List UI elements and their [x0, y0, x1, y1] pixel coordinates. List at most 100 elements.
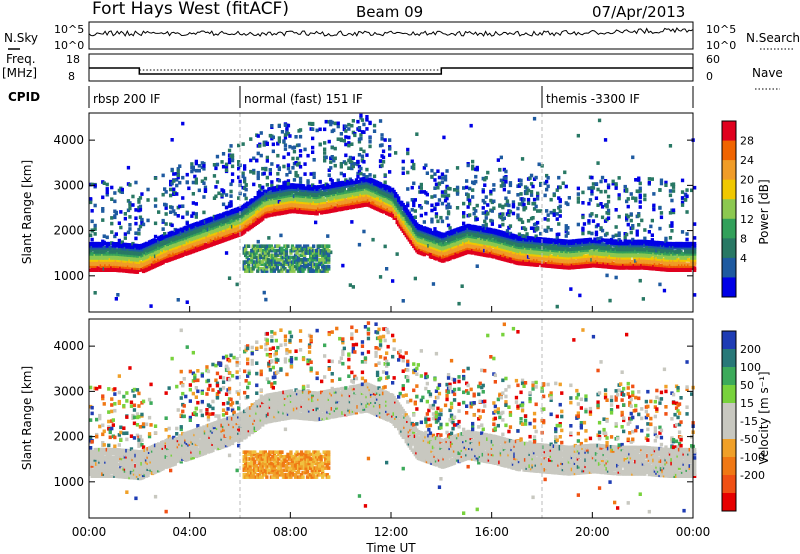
power-scatter-cell [401, 299, 405, 303]
power-scatter-cell [502, 216, 506, 220]
power-scatter-cell [394, 196, 398, 200]
power-scatter-cell [292, 197, 297, 202]
power-scatter-cell [445, 184, 449, 189]
power-scatter-cell [206, 240, 211, 244]
power-scatter-cell [543, 193, 547, 198]
power-scatter-cell [397, 212, 401, 217]
power-scatter-cell [508, 181, 513, 185]
power-scatter-cell [400, 200, 404, 205]
power-scatter-cell [576, 192, 580, 196]
power-scatter-cell [532, 201, 537, 206]
power-scatter-cell [448, 205, 452, 209]
power-scatter-cell [545, 173, 549, 178]
power-scatter-cell [185, 221, 189, 225]
power-scatter-cell [237, 143, 241, 148]
power-scatter-cell [419, 225, 423, 229]
power-scatter-cell [298, 176, 303, 181]
power-scatter-cell [526, 238, 531, 242]
power-scatter-cell [419, 249, 423, 254]
power-scatter-cell [173, 212, 177, 216]
nsky-tick-high: 10^5 [54, 23, 84, 36]
power-scatter-cell [336, 124, 340, 129]
power-scatter-cell [437, 175, 442, 180]
power-scatter-cell [536, 227, 540, 231]
power-scatter-cell [401, 159, 405, 164]
power-scatter-cell [157, 240, 161, 244]
power-scatter-cell [489, 248, 493, 252]
power-scatter-cell [508, 249, 513, 253]
power-scatter-cell [292, 205, 297, 210]
power-scatter-cell [113, 258, 117, 262]
power-scatter-cell [202, 239, 206, 244]
power-scatter-cell [285, 208, 289, 213]
power-scatter-cell [161, 173, 165, 178]
freq-tick-high: 18 [66, 53, 80, 66]
power-scatter-cell [285, 173, 289, 177]
power-scatter-cell [558, 198, 562, 202]
power-scatter-cell [540, 241, 544, 245]
power-scatter-cell [146, 218, 150, 223]
power-scatter-cell [560, 261, 564, 265]
power-scatter-cell [315, 211, 319, 216]
power-scatter-cell [113, 191, 117, 195]
power-scatter-cell [282, 164, 286, 169]
power-scatter-cell [181, 196, 185, 200]
power-scatter-cell [520, 253, 525, 258]
power-scatter-cell [448, 256, 452, 261]
power-scatter-cell [341, 263, 345, 268]
power-scatter-cell [116, 293, 120, 297]
power-scatter-cell [569, 261, 573, 266]
power-scatter-cell [202, 195, 206, 199]
power-scatter-cell [564, 241, 568, 246]
power-scatter-cell [249, 219, 253, 224]
power-scatter-cell [169, 193, 173, 198]
power-scatter-cell [138, 204, 143, 209]
power-scatter-cell [489, 191, 493, 196]
power-scatter-cell [413, 276, 417, 281]
power-scatter-cell [499, 155, 503, 160]
power-scatter-cell [564, 224, 568, 228]
power-scatter-cell [448, 187, 452, 191]
power-scatter-cell [532, 207, 537, 211]
power-scatter-cell [276, 164, 280, 168]
power-scatter-cell [288, 144, 292, 149]
power-scatter-cell [276, 141, 280, 146]
power-scatter-cell [539, 183, 543, 187]
power-scatter-cell [135, 270, 140, 274]
power-scatter-cell [548, 242, 552, 246]
power-scatter-cell [354, 196, 359, 201]
power-scatter-cell [163, 187, 167, 191]
power-scatter-cell [404, 215, 408, 219]
power-scatter-cell [582, 222, 587, 226]
power-scatter-cell [224, 168, 229, 172]
power-scatter-cell [409, 213, 413, 218]
power-scatter-cell [176, 214, 180, 218]
power-scatter-cell [164, 212, 168, 216]
power-scatter-cell [508, 183, 513, 188]
power-scatter-cell [471, 188, 475, 192]
power-scatter-cell [262, 290, 266, 295]
power-scatter-cell [389, 207, 393, 211]
power-scatter-cell [153, 204, 158, 208]
power-scatter-cell [114, 250, 118, 254]
power-scatter-cell [446, 210, 451, 214]
power-scatter-cell [471, 164, 475, 169]
beam-label: Beam 09 [356, 3, 423, 21]
power-scatter-cell [539, 209, 543, 213]
power-scatter-cell [549, 256, 553, 260]
power-scatter-cell [170, 223, 174, 228]
power-scatter-cell [309, 203, 313, 207]
power-scatter-cell [311, 145, 315, 150]
power-scatter-cell [576, 133, 580, 138]
nsearch-tick-low: 10^0 [706, 39, 736, 52]
power-scatter-cell [141, 222, 146, 227]
power-scatter-cell [270, 183, 274, 188]
freq-tick-low: 8 [68, 70, 75, 83]
power-scatter-cell [542, 259, 546, 264]
power-scatter-cell [295, 174, 300, 178]
power-scatter-cell [178, 164, 182, 168]
power-scatter-cell [176, 298, 180, 302]
power-scatter-cell [549, 238, 553, 242]
power-scatter-cell [492, 206, 496, 211]
power-scatter-cell [282, 155, 286, 160]
